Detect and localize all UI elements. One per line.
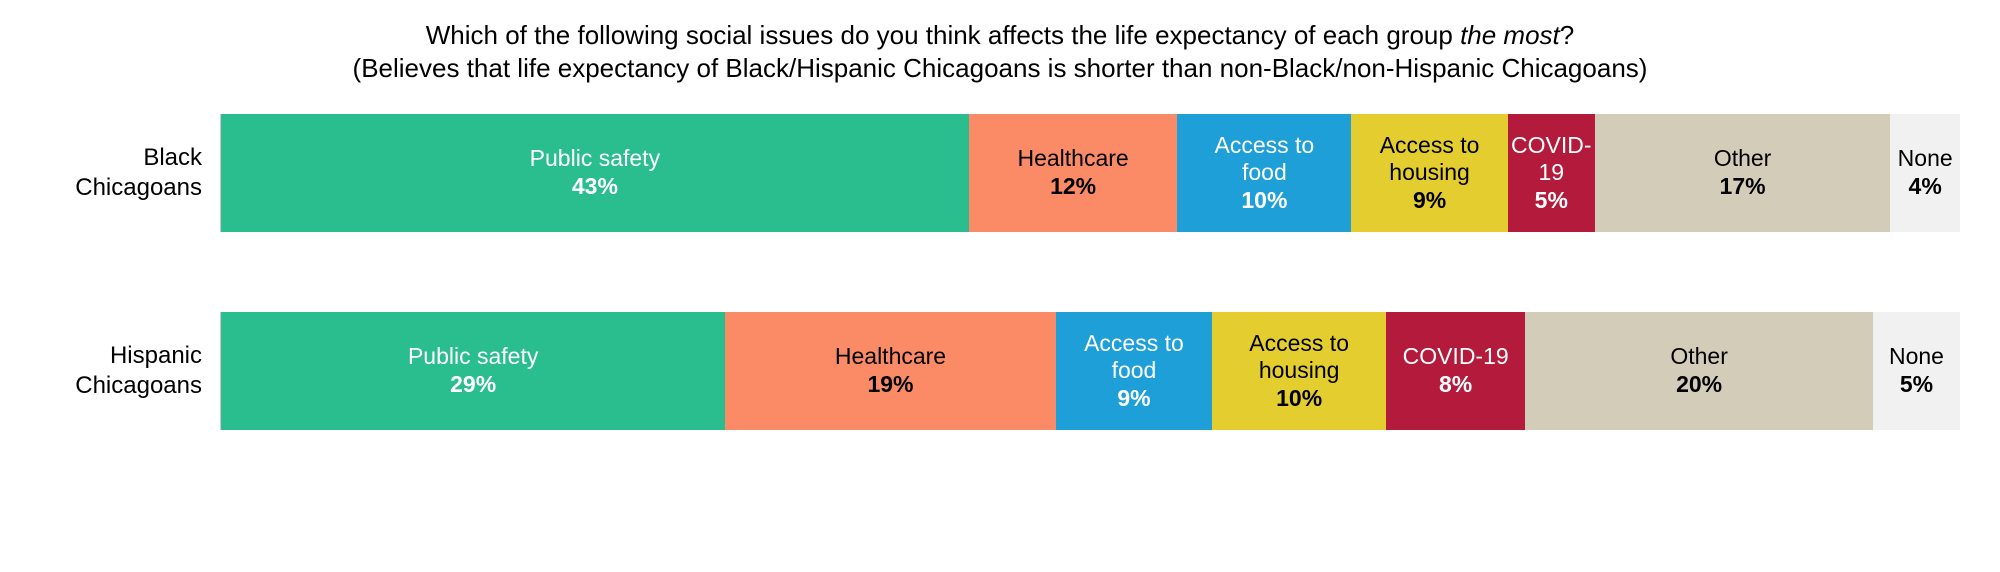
segment-label: Healthcare <box>835 343 946 371</box>
segment-label: COVID-19 <box>1511 132 1592 187</box>
chart-title-sub: (Believes that life expectancy of Black/… <box>40 53 1960 84</box>
segment-value: 19% <box>867 371 913 399</box>
segment-value: 17% <box>1720 173 1766 201</box>
segment-value: 20% <box>1676 371 1722 399</box>
segment-value: 4% <box>1909 173 1942 201</box>
segment-value: 43% <box>572 173 618 201</box>
segment-label: None <box>1898 145 1953 173</box>
chart-title-area: Which of the following social issues do … <box>40 20 1960 84</box>
row-label: Black Chicagoans <box>50 143 220 203</box>
bar-segment: Healthcare12% <box>969 114 1178 232</box>
segment-value: 9% <box>1413 187 1446 215</box>
title-prefix: Which of the following social issues do … <box>426 20 1460 50</box>
bar-wrap: Public safety29%Healthcare19%Access tofo… <box>220 312 1960 430</box>
bar-segment: Other17% <box>1595 114 1891 232</box>
segment-value: 29% <box>450 371 496 399</box>
bar-segment: Access tohousing9% <box>1351 114 1508 232</box>
segment-label: COVID-19 <box>1403 343 1509 371</box>
bar-segment: COVID-195% <box>1508 114 1595 232</box>
segment-label: None <box>1889 343 1944 371</box>
segment-label: Access tofood <box>1084 330 1184 385</box>
segment-value: 5% <box>1900 371 1933 399</box>
bar-wrap: Public safety43%Healthcare12%Access tofo… <box>220 114 1960 232</box>
row-label-line1: Hispanic <box>110 342 202 369</box>
segment-label: Public safety <box>408 343 538 371</box>
segment-label: Access tohousing <box>1249 330 1349 385</box>
chart-row: BlackChicagoansPublic safety43%Healthcar… <box>50 114 1960 232</box>
chart-area: BlackChicagoansPublic safety43%Healthcar… <box>40 114 1960 430</box>
chart-row: HispanicChicagoansPublic safety29%Health… <box>50 312 1960 430</box>
segment-value: 10% <box>1241 187 1287 215</box>
chart-title-main: Which of the following social issues do … <box>40 20 1960 51</box>
bar-segment: Access tofood10% <box>1177 114 1351 232</box>
row-label-line1: Black <box>143 144 202 171</box>
segment-label: Access tofood <box>1215 132 1315 187</box>
row-label-line2: Chicagoans <box>75 174 202 201</box>
bar-segment: None5% <box>1873 312 1960 430</box>
bar-segment: Healthcare19% <box>725 312 1055 430</box>
segment-value: 9% <box>1117 385 1150 413</box>
segment-label: Access tohousing <box>1380 132 1480 187</box>
segment-label: Other <box>1714 145 1772 173</box>
segment-value: 12% <box>1050 173 1096 201</box>
segment-label: Public safety <box>530 145 660 173</box>
bar-segment: COVID-198% <box>1386 312 1525 430</box>
title-suffix: ? <box>1560 20 1574 50</box>
row-label: Hispanic Chicagoans <box>50 341 220 401</box>
bar-segment: Public safety43% <box>221 114 969 232</box>
segment-label: Healthcare <box>1017 145 1128 173</box>
segment-value: 10% <box>1276 385 1322 413</box>
bar-segment: Access tofood9% <box>1056 312 1213 430</box>
segment-value: 5% <box>1535 187 1568 215</box>
bar-segment: Other20% <box>1525 312 1873 430</box>
segment-value: 8% <box>1439 371 1472 399</box>
bar-segment: Public safety29% <box>221 312 725 430</box>
title-emph: the most <box>1460 20 1560 50</box>
segment-label: Other <box>1670 343 1728 371</box>
bar-segment: Access tohousing10% <box>1212 312 1386 430</box>
row-label-line2: Chicagoans <box>75 372 202 399</box>
bar-segment: None4% <box>1890 114 1960 232</box>
